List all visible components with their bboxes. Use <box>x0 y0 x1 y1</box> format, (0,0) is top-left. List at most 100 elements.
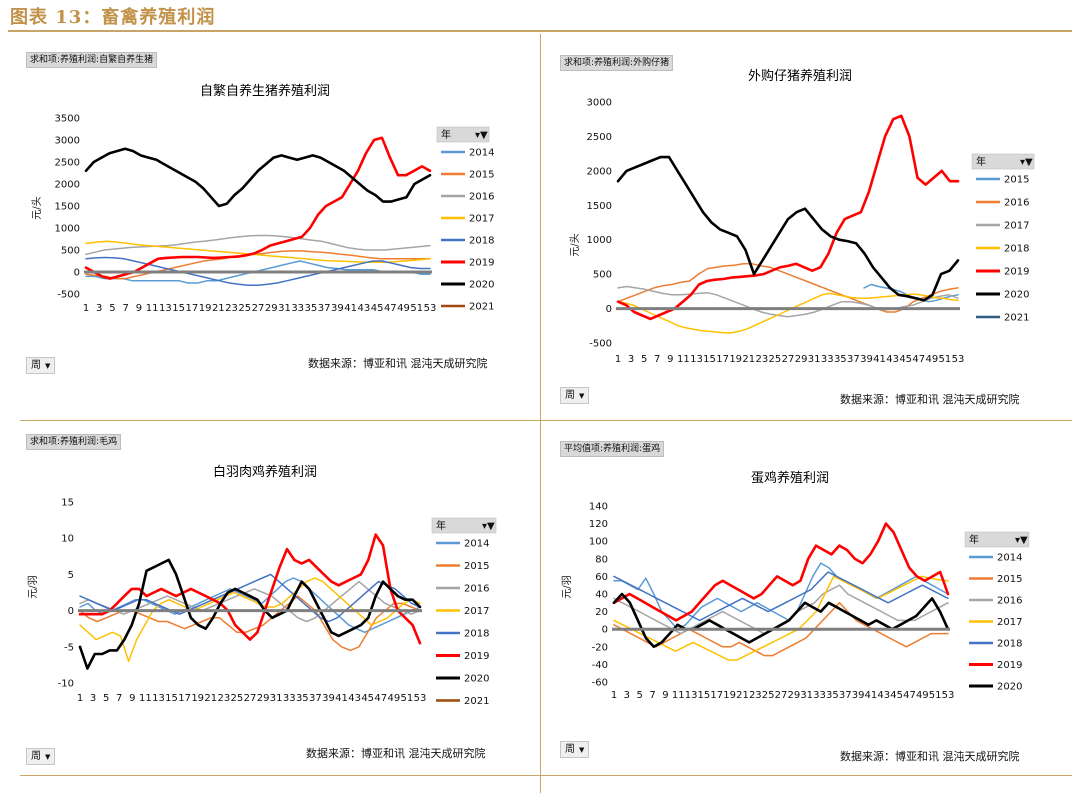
legend-label: 2018 <box>997 639 1022 650</box>
legend-label: 2014 <box>469 148 494 159</box>
field-chip[interactable]: 求和项:养殖利润:自繁自养生猪 <box>26 52 158 68</box>
legend-label: 2021 <box>469 302 494 313</box>
x-tick-label: 47 <box>374 693 387 704</box>
x-tick-label: 17 <box>178 693 191 704</box>
week-filter-label: 周 <box>31 360 41 371</box>
series-line-2017 <box>613 575 949 661</box>
source-note: 数据来源：博亚和讯 混沌天成研究院 <box>306 747 486 760</box>
x-tick-label: 29 <box>787 690 800 701</box>
x-tick-label: 21 <box>736 690 749 701</box>
week-filter-button[interactable]: 周 ▼ <box>26 748 56 765</box>
y-tick-label: 0 <box>606 304 612 315</box>
series-line-2020 <box>84 147 432 208</box>
chart-panel-layer: 平均值项:养殖利润:蛋鸡 蛋鸡养殖利润 元/羽 -60 -40 -20 0 20 40 60 80… <box>556 427 1071 772</box>
y-tick-label: 40 <box>595 590 608 601</box>
week-filter-label: 周 <box>565 390 575 401</box>
x-tick-label: 7 <box>654 354 660 365</box>
chart-title: 自繁自养生猪养殖利润 <box>200 83 330 99</box>
x-tick-label: 53 <box>414 693 427 704</box>
legend-label: 2014 <box>464 539 489 550</box>
legend-label: 2019 <box>997 660 1022 671</box>
filter-icon: ▾▼ <box>1020 157 1033 168</box>
series-line-2018 <box>613 571 949 622</box>
legend-label: 2021 <box>464 696 489 707</box>
legend-label: 2019 <box>1004 267 1029 278</box>
x-tick-label: 41 <box>873 354 886 365</box>
x-tick-label: 39 <box>331 303 344 314</box>
series-line-2018 <box>79 573 421 623</box>
x-tick-label: 37 <box>839 690 852 701</box>
x-tick-label: 31 <box>808 354 821 365</box>
y-tick-label: 1500 <box>587 201 612 212</box>
series-line-2020 <box>616 155 960 302</box>
x-tick-label: 27 <box>252 303 265 314</box>
x-tick-label: 11 <box>139 693 152 704</box>
legend-label: 2018 <box>464 629 489 640</box>
y-tick-label: 2000 <box>587 166 612 177</box>
legend-label: 2015 <box>1004 175 1029 186</box>
x-tick-label: 37 <box>309 693 322 704</box>
chart-title: 外购仔猪养殖利润 <box>748 68 852 84</box>
x-tick-label: 29 <box>265 303 278 314</box>
source-note: 数据来源：博亚和讯 混沌天成研究院 <box>308 357 488 370</box>
legend-filter-header[interactable]: 年 ▾▼ <box>431 517 497 534</box>
y-tick-label: 120 <box>589 519 608 530</box>
y-tick-label: 2500 <box>55 158 80 169</box>
x-tick-label: 3 <box>624 690 630 701</box>
x-tick-label: 3 <box>96 303 102 314</box>
y-tick-label: 0 <box>74 268 80 279</box>
x-tick-label: 51 <box>410 303 423 314</box>
x-tick-label: 39 <box>852 690 865 701</box>
x-tick-label: 25 <box>762 690 775 701</box>
x-tick-label: 1 <box>615 354 621 365</box>
y-axis-label: 元/头 <box>569 233 581 256</box>
x-tick-label: 9 <box>136 303 142 314</box>
series-line-2018 <box>617 292 959 334</box>
x-tick-label: 1 <box>83 303 89 314</box>
x-tick-label: 23 <box>749 690 762 701</box>
dropdown-arrow-icon: ▼ <box>45 753 51 761</box>
legend-filter-header[interactable]: 年 ▾▼ <box>436 126 490 143</box>
legend-label: 2018 <box>469 236 494 247</box>
y-tick-label: -60 <box>592 678 608 689</box>
x-tick-label: 11 <box>672 690 685 701</box>
x-tick-label: 29 <box>795 354 808 365</box>
legend-header-label: 年 <box>976 155 986 168</box>
x-tick-label: 35 <box>305 303 318 314</box>
x-tick-label: 51 <box>929 690 942 701</box>
x-tick-label: 21 <box>204 693 217 704</box>
y-tick-label: 3000 <box>587 98 612 109</box>
x-tick-label: 5 <box>103 693 109 704</box>
x-tick-label: 49 <box>925 354 938 365</box>
x-tick-label: 53 <box>952 354 965 365</box>
week-filter-button[interactable]: 周 ▼ <box>560 741 590 758</box>
legend-filter-header[interactable]: 年 ▾▼ <box>964 531 1030 548</box>
y-axis-label: 元/头 <box>31 196 43 219</box>
y-tick-label: 500 <box>61 246 80 257</box>
series-line-2019 <box>84 136 432 280</box>
y-tick-label: 80 <box>595 554 608 565</box>
x-tick-label: 47 <box>912 354 925 365</box>
x-tick-label: 35 <box>834 354 847 365</box>
x-tick-label: 13 <box>685 690 698 701</box>
x-tick-label: 21 <box>742 354 755 365</box>
x-tick-label: 43 <box>886 354 899 365</box>
x-tick-label: 9 <box>129 693 135 704</box>
y-tick-label: -5 <box>64 642 74 653</box>
week-filter-button[interactable]: 周 ▼ <box>560 387 590 404</box>
field-chip[interactable]: 平均值项:养殖利润:蛋鸡 <box>560 441 665 457</box>
y-tick-label: 1000 <box>587 235 612 246</box>
x-tick-label: 45 <box>890 690 903 701</box>
week-filter-button[interactable]: 周 ▼ <box>26 357 56 374</box>
x-tick-label: 27 <box>244 693 257 704</box>
x-tick-label: 3 <box>90 693 96 704</box>
x-tick-label: 15 <box>703 354 716 365</box>
field-chip[interactable]: 求和项:养殖利润:毛鸡 <box>26 434 122 450</box>
legend-label: 2017 <box>469 214 494 225</box>
legend-filter-header[interactable]: 年 ▾▼ <box>971 153 1035 170</box>
x-tick-label: 13 <box>690 354 703 365</box>
x-tick-label: 53 <box>942 690 955 701</box>
field-chip[interactable]: 求和项:养殖利润:外购仔猪 <box>560 55 674 71</box>
x-tick-label: 35 <box>296 693 309 704</box>
